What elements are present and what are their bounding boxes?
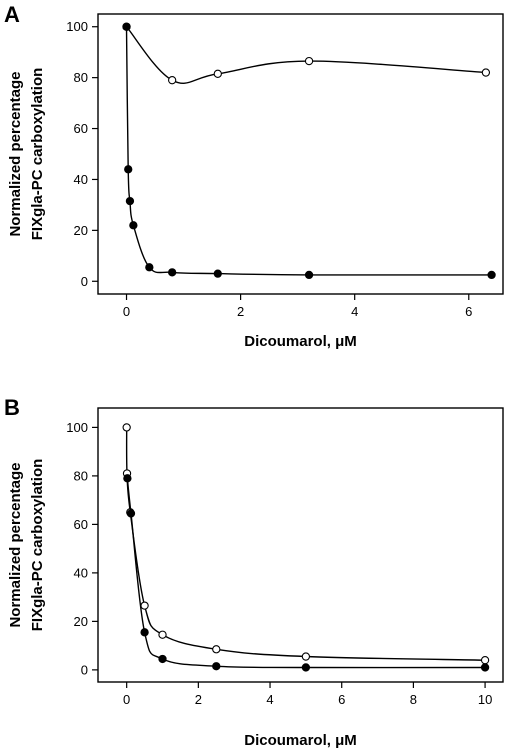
data-point-filled	[158, 654, 167, 664]
y-tick-label: 60	[74, 517, 88, 532]
data-point-open	[213, 69, 222, 78]
y-axis-label: FIXgla-PC carboxylation	[29, 459, 46, 632]
x-tick-label: 2	[237, 304, 244, 319]
data-point-filled	[123, 474, 132, 483]
data-point-filled	[124, 165, 133, 174]
data-point-filled	[145, 263, 154, 272]
panel-label: B	[4, 395, 20, 420]
y-tick-label: 100	[66, 420, 88, 435]
series-line	[125, 427, 486, 661]
x-tick-label: 4	[351, 304, 358, 319]
series-line	[126, 478, 486, 669]
data-point-filled	[480, 663, 490, 672]
data-point-filled	[122, 22, 131, 31]
x-tick-label: 2	[195, 692, 202, 707]
data-point-filled	[129, 221, 138, 230]
data-point-filled	[126, 509, 136, 518]
y-tick-label: 20	[74, 614, 88, 629]
y-tick-label: 20	[74, 223, 88, 238]
data-point-filled	[304, 270, 314, 280]
x-tick-label: 0	[123, 304, 130, 319]
series-line	[125, 26, 486, 84]
data-point-open	[158, 630, 167, 639]
y-axis-label: Normalized percentage	[7, 71, 24, 236]
data-point-filled	[168, 268, 177, 277]
data-point-open	[140, 601, 149, 610]
x-tick-label: 4	[266, 692, 273, 707]
y-tick-label: 0	[81, 274, 88, 289]
y-tick-label: 80	[74, 70, 88, 85]
data-point-filled	[140, 628, 149, 637]
x-tick-label: 8	[410, 692, 417, 707]
data-point-open	[122, 423, 131, 432]
y-tick-label: 100	[66, 19, 88, 34]
data-point-filled	[301, 663, 311, 672]
data-point-open	[481, 68, 491, 77]
data-point-filled	[213, 269, 222, 278]
data-point-filled	[212, 662, 221, 671]
panel-label: A	[4, 2, 20, 27]
x-axis-label: Dicoumarol, μM	[244, 333, 357, 350]
y-axis-label: Normalized percentage	[7, 462, 24, 627]
y-tick-label: 60	[74, 121, 88, 136]
x-axis-label: Dicoumarol, μM	[244, 732, 357, 749]
data-point-open	[480, 656, 490, 665]
x-tick-label: 0	[123, 692, 130, 707]
data-point-filled	[125, 196, 135, 206]
x-tick-label: 6	[465, 304, 472, 319]
plot-frame	[97, 407, 504, 683]
x-tick-label: 6	[338, 692, 345, 707]
data-point-filled	[487, 270, 496, 280]
y-tick-label: 80	[74, 468, 88, 483]
plot-frame	[97, 13, 504, 295]
y-axis-label: FIXgla-PC carboxylation	[29, 68, 46, 241]
y-tick-label: 40	[74, 172, 88, 187]
x-tick-label: 10	[478, 692, 492, 707]
data-point-open	[304, 56, 314, 66]
y-tick-label: 40	[74, 565, 88, 580]
data-point-open	[168, 76, 177, 85]
data-point-open	[301, 652, 311, 661]
data-point-open	[212, 645, 221, 654]
y-tick-label: 0	[81, 662, 88, 677]
